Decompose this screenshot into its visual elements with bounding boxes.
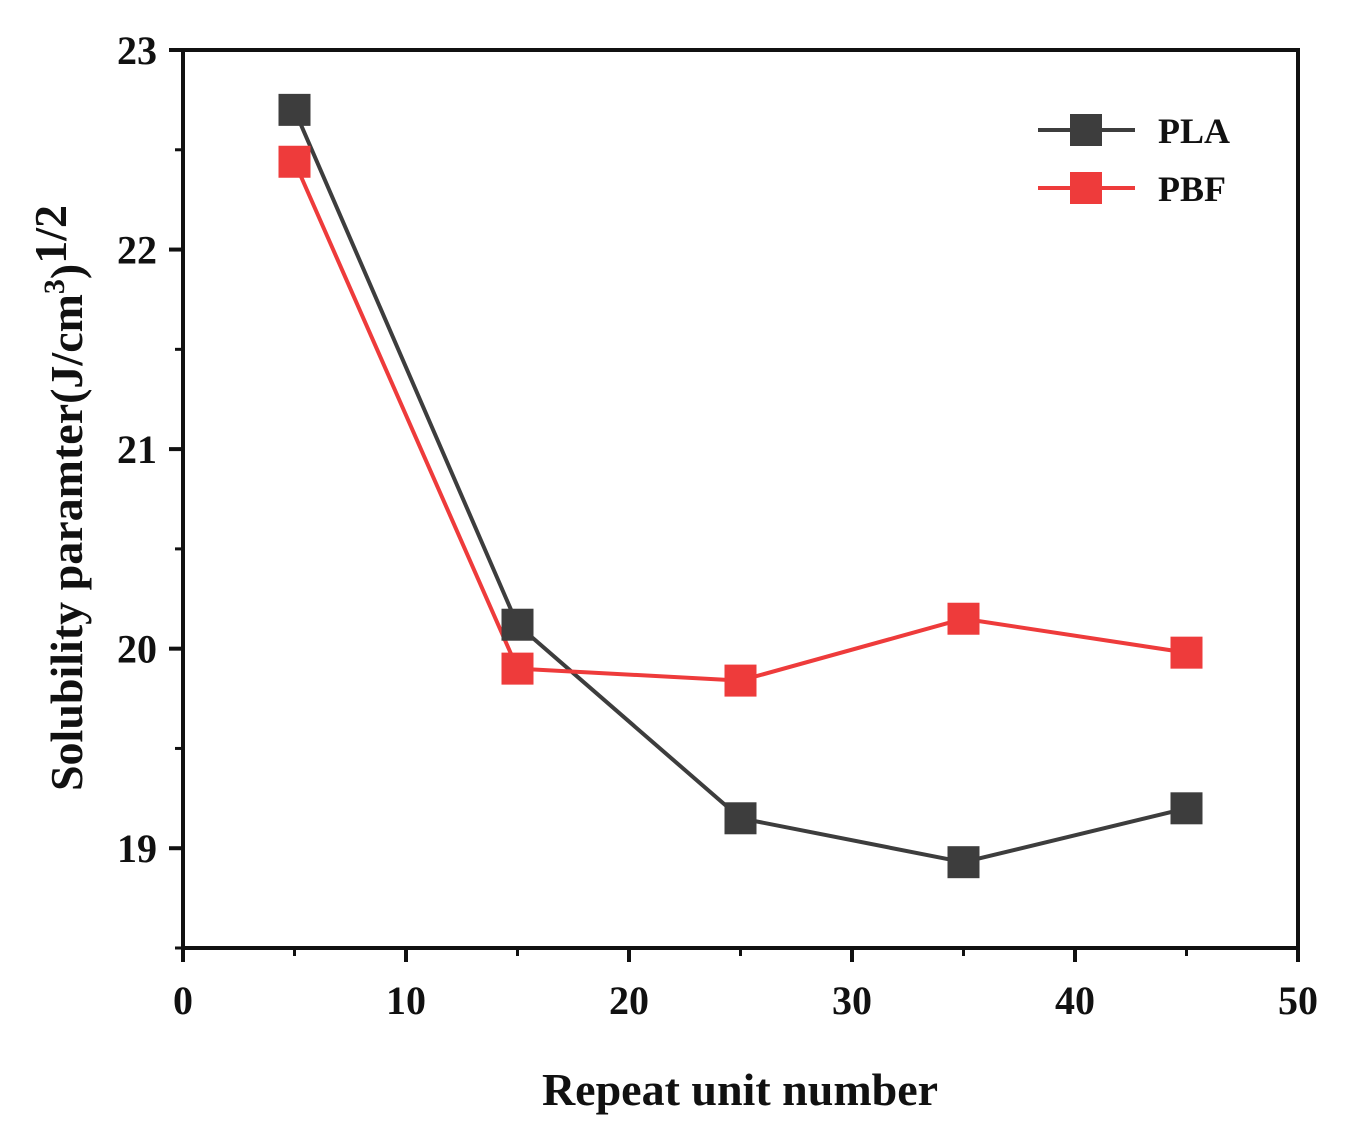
legend-marker-pbf — [1070, 172, 1102, 204]
series-markers — [278, 93, 1203, 879]
data-point-pla — [947, 846, 980, 879]
y-tick-label: 23 — [117, 28, 157, 73]
y-axis-title-power: 1/2 — [25, 205, 76, 264]
x-tick-label: 20 — [609, 978, 649, 1023]
data-point-pla — [724, 802, 757, 835]
legend-label-pla: PLA — [1158, 111, 1230, 151]
data-point-pla — [278, 93, 311, 126]
data-point-pbf — [278, 145, 311, 178]
y-axis-title-main: Solubility paramter(J/cm — [41, 294, 92, 791]
series-line-pla — [292, 109, 1187, 865]
legend-label-pbf: PBF — [1158, 169, 1226, 209]
x-tick-label: 40 — [1055, 978, 1095, 1023]
x-axis-ticks: 0 10 20 30 40 50 — [173, 948, 1318, 1023]
data-point-pbf — [1170, 636, 1203, 669]
y-axis-ticks: 19 20 21 22 23 — [117, 28, 183, 950]
data-point-pbf — [947, 602, 980, 635]
x-tick-label: 10 — [386, 978, 426, 1023]
series-lines — [292, 109, 1187, 865]
y-tick-label: 22 — [117, 228, 157, 273]
x-tick-label: 0 — [173, 978, 193, 1023]
x-tick-label: 50 — [1278, 978, 1318, 1023]
data-point-pbf — [724, 664, 757, 697]
y-axis-title: Solubility paramter(J/cm3)1/2 — [25, 205, 92, 791]
data-point-pbf — [501, 652, 534, 685]
x-tick-label: 30 — [832, 978, 872, 1023]
legend: PLA PBF — [1038, 111, 1230, 209]
legend-marker-pla — [1070, 114, 1102, 146]
y-tick-label: 19 — [117, 826, 157, 871]
x-axis-title: Repeat unit number — [542, 1064, 938, 1115]
y-tick-label: 21 — [117, 427, 157, 472]
y-axis-title-superscript: 3 — [38, 279, 71, 294]
data-point-pla — [501, 608, 534, 641]
y-tick-label: 20 — [117, 627, 157, 672]
data-point-pla — [1170, 792, 1203, 825]
y-axis-title-close: ) — [41, 264, 92, 279]
